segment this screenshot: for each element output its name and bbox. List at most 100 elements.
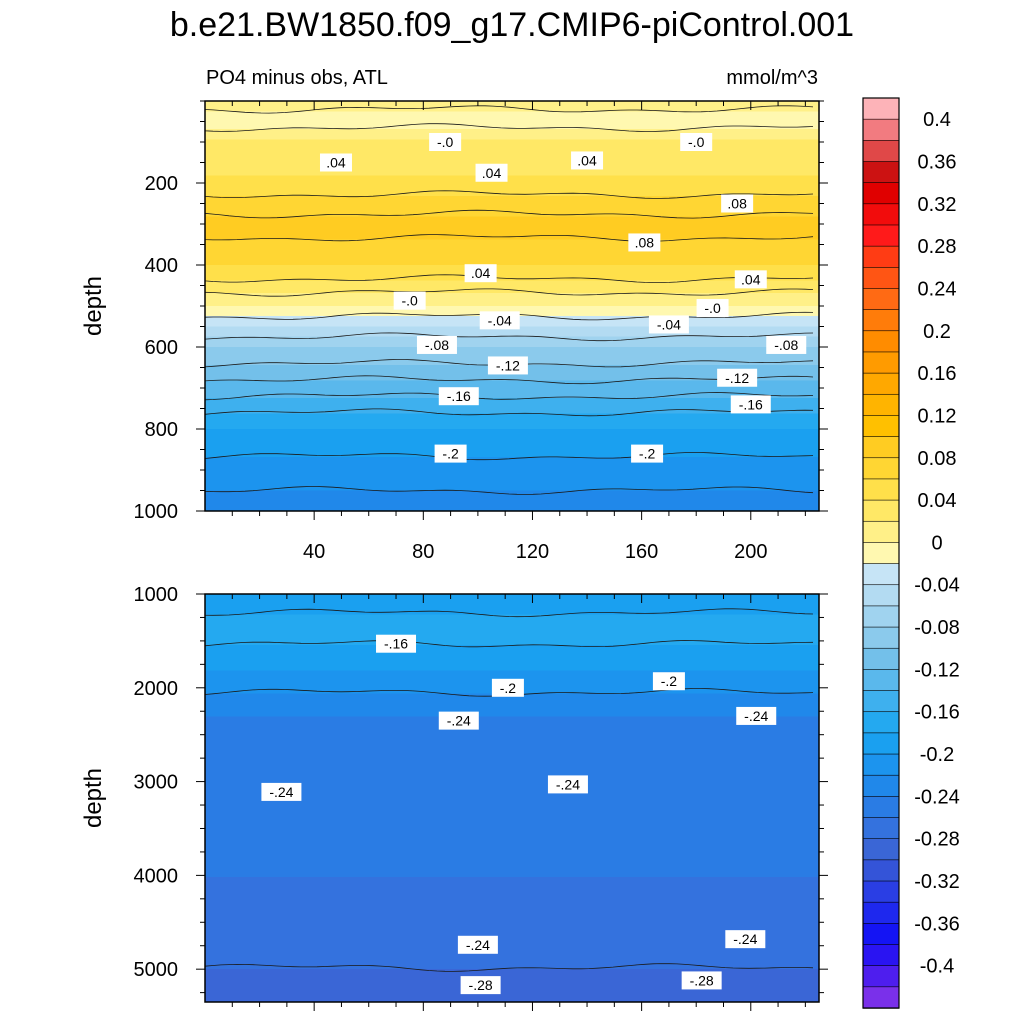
colorbar-swatch bbox=[862, 584, 900, 607]
contour-label: .04 bbox=[319, 153, 352, 172]
chart-title: b.e21.BW1850.f09_g17.CMIP6-piControl.001 bbox=[170, 6, 854, 44]
contour-label: -.24 bbox=[261, 782, 302, 801]
bottom-ylabel: depth bbox=[80, 768, 107, 828]
colorbar-label: 0.04 bbox=[918, 490, 957, 512]
contour-label: -.24 bbox=[725, 930, 766, 949]
svg-text:.04: .04 bbox=[577, 152, 597, 168]
colorbar-label: -0.36 bbox=[914, 913, 960, 935]
contour-label: -.2 bbox=[631, 444, 664, 463]
units-label: mmol/m^3 bbox=[726, 67, 818, 89]
colorbar-swatch bbox=[862, 415, 900, 438]
colorbar-swatch bbox=[862, 140, 900, 163]
colorbar-swatch bbox=[862, 605, 900, 628]
contour-line bbox=[205, 234, 814, 242]
colorbar-label: -0.28 bbox=[914, 829, 960, 851]
colorbar-swatch bbox=[862, 393, 900, 417]
contour-label: .08 bbox=[628, 233, 661, 252]
top-axis-ticks: 200 400 600 800 1000 40 80 120 160 200 bbox=[134, 100, 828, 563]
svg-text:-.2: -.2 bbox=[442, 446, 459, 462]
svg-text:-.2: -.2 bbox=[500, 680, 517, 696]
colorbar-swatch bbox=[862, 224, 900, 247]
colorbar-label: 0.24 bbox=[918, 279, 957, 301]
contour-label: -.0 bbox=[429, 133, 462, 151]
bottom-panel-frame bbox=[204, 593, 820, 1003]
colorbar-swatch bbox=[862, 182, 900, 205]
bottom-panel-field bbox=[205, 594, 819, 1002]
contour-line bbox=[205, 274, 814, 283]
colorbar-swatch bbox=[862, 97, 900, 120]
y-tick-label: 5000 bbox=[134, 959, 179, 981]
svg-text:-.28: -.28 bbox=[469, 977, 493, 993]
contour-label: -.16 bbox=[376, 634, 417, 653]
y-tick-label: 1000 bbox=[134, 584, 179, 606]
colorbar: 0.4 0.36 0.32 0.28 0.24 0.2 0.16 0.12 0.08 0.04 0 -… bbox=[862, 97, 960, 1009]
contour-label: .04 bbox=[571, 151, 604, 170]
svg-text:-.0: -.0 bbox=[401, 293, 418, 309]
contour-line bbox=[205, 123, 814, 132]
colorbar-label: 0.12 bbox=[918, 405, 957, 427]
contour-line bbox=[205, 209, 814, 219]
svg-text:.04: .04 bbox=[326, 155, 346, 171]
colorbar-swatch bbox=[862, 245, 900, 268]
contour-label: -.04 bbox=[479, 311, 520, 330]
colorbar-swatch bbox=[862, 478, 900, 501]
contour-label: -.24 bbox=[438, 711, 479, 730]
contour-line bbox=[205, 190, 814, 199]
colorbar-swatch bbox=[862, 288, 900, 311]
colorbar-label: -0.12 bbox=[914, 659, 960, 681]
y-tick-label: 3000 bbox=[134, 772, 179, 794]
contour-label: -.2 bbox=[434, 444, 467, 463]
colorbar-label: -0.32 bbox=[914, 871, 960, 893]
y-tick-label: 1000 bbox=[134, 501, 179, 523]
x-tick-label: 200 bbox=[734, 541, 767, 563]
contour-label: -.2 bbox=[652, 672, 685, 691]
colorbar-label: 0.16 bbox=[918, 363, 957, 385]
contour-label: -.16 bbox=[438, 387, 479, 406]
svg-text:-.08: -.08 bbox=[425, 337, 449, 353]
svg-text:.04: .04 bbox=[741, 271, 761, 287]
y-tick-label: 2000 bbox=[134, 678, 179, 700]
svg-text:.08: .08 bbox=[635, 234, 655, 250]
contour-label: -.08 bbox=[766, 335, 807, 354]
contour-label: .04 bbox=[734, 270, 767, 289]
colorbar-swatch bbox=[862, 266, 900, 290]
contour-line bbox=[205, 332, 814, 342]
svg-text:-.2: -.2 bbox=[639, 446, 656, 462]
svg-text:-.0: -.0 bbox=[437, 134, 454, 150]
contour-label: -.12 bbox=[717, 368, 758, 387]
colorbar-label: -0.24 bbox=[914, 786, 960, 808]
contour-label: -.08 bbox=[416, 335, 457, 354]
x-tick-label: 80 bbox=[412, 541, 434, 563]
colorbar-swatch bbox=[862, 838, 900, 861]
contour-label: -.24 bbox=[736, 706, 777, 725]
svg-text:.04: .04 bbox=[471, 265, 491, 281]
colorbar-swatch bbox=[862, 880, 900, 903]
colorbar-swatch bbox=[862, 690, 900, 713]
contour-line bbox=[205, 375, 814, 385]
svg-text:-.16: -.16 bbox=[384, 636, 408, 652]
colorbar-swatch bbox=[862, 647, 900, 671]
top-contour-labels: -.0 -.0 .04 .04 .04 .08 .08 .04 .04 -.0 -.0 -.04 -.0… bbox=[319, 133, 807, 463]
colorbar-label: 0.2 bbox=[923, 321, 951, 343]
svg-text:-.24: -.24 bbox=[447, 713, 471, 729]
colorbar-swatch bbox=[862, 774, 900, 798]
contour-line bbox=[205, 408, 814, 417]
colorbar-label: 0 bbox=[931, 532, 942, 554]
colorbar-label: 0.4 bbox=[923, 109, 951, 131]
colorbar-swatch bbox=[862, 161, 900, 184]
y-tick-label: 4000 bbox=[134, 865, 179, 887]
contour-label: -.16 bbox=[730, 395, 771, 414]
svg-text:-.0: -.0 bbox=[688, 134, 705, 150]
svg-text:-.28: -.28 bbox=[690, 972, 714, 988]
colorbar-label: 0.36 bbox=[918, 152, 957, 174]
colorbar-label: -0.2 bbox=[920, 744, 954, 766]
colorbar-swatch bbox=[862, 436, 900, 459]
svg-text:.04: .04 bbox=[482, 165, 502, 181]
contour-label: -.24 bbox=[547, 775, 588, 794]
colorbar-label: -0.08 bbox=[914, 617, 960, 639]
svg-text:-.04: -.04 bbox=[657, 316, 681, 332]
colorbar-swatch bbox=[862, 563, 900, 586]
y-tick-label: 600 bbox=[145, 337, 178, 359]
contour-line bbox=[205, 105, 814, 114]
contour-label: -.2 bbox=[491, 678, 524, 697]
